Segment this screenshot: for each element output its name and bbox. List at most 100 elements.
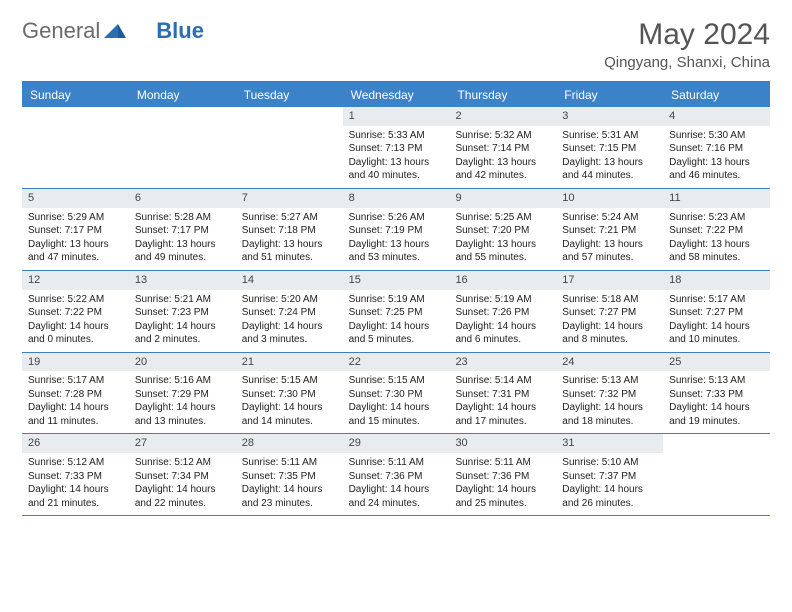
week-row: 26Sunrise: 5:12 AMSunset: 7:33 PMDayligh…: [22, 434, 770, 516]
daylight-line1: Daylight: 14 hours: [349, 401, 444, 415]
day-number: 26: [22, 434, 129, 453]
daylight-line1: Daylight: 14 hours: [349, 483, 444, 497]
calendar-cell: 25Sunrise: 5:13 AMSunset: 7:33 PMDayligh…: [663, 353, 770, 434]
sunrise-text: Sunrise: 5:10 AM: [562, 456, 657, 470]
calendar-cell: 10Sunrise: 5:24 AMSunset: 7:21 PMDayligh…: [556, 189, 663, 270]
daylight-line2: and 10 minutes.: [669, 333, 764, 347]
calendar: SundayMondayTuesdayWednesdayThursdayFrid…: [22, 81, 770, 516]
title-block: May 2024 Qingyang, Shanxi, China: [604, 18, 770, 71]
daylight-line1: Daylight: 14 hours: [135, 320, 230, 334]
calendar-cell: 28Sunrise: 5:11 AMSunset: 7:35 PMDayligh…: [236, 434, 343, 515]
day-number: 23: [449, 353, 556, 372]
calendar-cell: 2Sunrise: 5:32 AMSunset: 7:14 PMDaylight…: [449, 107, 556, 188]
calendar-cell: 11Sunrise: 5:23 AMSunset: 7:22 PMDayligh…: [663, 189, 770, 270]
daylight-line1: Daylight: 14 hours: [349, 320, 444, 334]
day-number: 5: [22, 189, 129, 208]
cell-text: Sunrise: 5:31 AMSunset: 7:15 PMDaylight:…: [556, 126, 663, 188]
sunset-text: Sunset: 7:35 PM: [242, 470, 337, 484]
day-number: 15: [343, 271, 450, 290]
daylight-line2: and 3 minutes.: [242, 333, 337, 347]
daylight-line1: Daylight: 13 hours: [455, 156, 550, 170]
sunset-text: Sunset: 7:22 PM: [669, 224, 764, 238]
cell-text: Sunrise: 5:11 AMSunset: 7:36 PMDaylight:…: [449, 453, 556, 515]
cell-text: Sunrise: 5:27 AMSunset: 7:18 PMDaylight:…: [236, 208, 343, 270]
sunset-text: Sunset: 7:17 PM: [28, 224, 123, 238]
daylight-line2: and 46 minutes.: [669, 169, 764, 183]
sunset-text: Sunset: 7:37 PM: [562, 470, 657, 484]
calendar-cell: 18Sunrise: 5:17 AMSunset: 7:27 PMDayligh…: [663, 271, 770, 352]
daylight-line1: Daylight: 14 hours: [669, 320, 764, 334]
calendar-cell: 4Sunrise: 5:30 AMSunset: 7:16 PMDaylight…: [663, 107, 770, 188]
calendar-cell: 29Sunrise: 5:11 AMSunset: 7:36 PMDayligh…: [343, 434, 450, 515]
sunrise-text: Sunrise: 5:12 AM: [28, 456, 123, 470]
week-row: 5Sunrise: 5:29 AMSunset: 7:17 PMDaylight…: [22, 189, 770, 271]
calendar-cell: 15Sunrise: 5:19 AMSunset: 7:25 PMDayligh…: [343, 271, 450, 352]
day-number: 7: [236, 189, 343, 208]
logo-text-blue: Blue: [156, 18, 204, 44]
cell-text: Sunrise: 5:10 AMSunset: 7:37 PMDaylight:…: [556, 453, 663, 515]
sunrise-text: Sunrise: 5:19 AM: [455, 293, 550, 307]
day-number: 8: [343, 189, 450, 208]
day-number: 12: [22, 271, 129, 290]
day-header: Sunday: [22, 83, 129, 107]
daylight-line2: and 0 minutes.: [28, 333, 123, 347]
calendar-cell: 9Sunrise: 5:25 AMSunset: 7:20 PMDaylight…: [449, 189, 556, 270]
calendar-cell: 26Sunrise: 5:12 AMSunset: 7:33 PMDayligh…: [22, 434, 129, 515]
calendar-cell: [22, 107, 129, 188]
daylight-line1: Daylight: 14 hours: [669, 401, 764, 415]
calendar-cell: 16Sunrise: 5:19 AMSunset: 7:26 PMDayligh…: [449, 271, 556, 352]
sunset-text: Sunset: 7:33 PM: [28, 470, 123, 484]
daylight-line1: Daylight: 13 hours: [669, 156, 764, 170]
cell-text: Sunrise: 5:13 AMSunset: 7:32 PMDaylight:…: [556, 371, 663, 433]
day-number: 9: [449, 189, 556, 208]
sunset-text: Sunset: 7:30 PM: [349, 388, 444, 402]
daylight-line1: Daylight: 14 hours: [455, 483, 550, 497]
cell-text: Sunrise: 5:17 AMSunset: 7:28 PMDaylight:…: [22, 371, 129, 433]
cell-text: Sunrise: 5:20 AMSunset: 7:24 PMDaylight:…: [236, 290, 343, 352]
daylight-line2: and 15 minutes.: [349, 415, 444, 429]
daylight-line2: and 57 minutes.: [562, 251, 657, 265]
day-header: Friday: [556, 83, 663, 107]
daylight-line1: Daylight: 13 hours: [562, 238, 657, 252]
calendar-cell: 1Sunrise: 5:33 AMSunset: 7:13 PMDaylight…: [343, 107, 450, 188]
sunrise-text: Sunrise: 5:12 AM: [135, 456, 230, 470]
sunset-text: Sunset: 7:24 PM: [242, 306, 337, 320]
cell-text: Sunrise: 5:26 AMSunset: 7:19 PMDaylight:…: [343, 208, 450, 270]
cell-text: Sunrise: 5:11 AMSunset: 7:36 PMDaylight:…: [343, 453, 450, 515]
daylight-line2: and 11 minutes.: [28, 415, 123, 429]
daylight-line1: Daylight: 13 hours: [455, 238, 550, 252]
calendar-cell: 12Sunrise: 5:22 AMSunset: 7:22 PMDayligh…: [22, 271, 129, 352]
sunrise-text: Sunrise: 5:13 AM: [562, 374, 657, 388]
sunrise-text: Sunrise: 5:20 AM: [242, 293, 337, 307]
sunrise-text: Sunrise: 5:16 AM: [135, 374, 230, 388]
daylight-line2: and 13 minutes.: [135, 415, 230, 429]
sunrise-text: Sunrise: 5:11 AM: [349, 456, 444, 470]
calendar-cell: 20Sunrise: 5:16 AMSunset: 7:29 PMDayligh…: [129, 353, 236, 434]
daylight-line2: and 58 minutes.: [669, 251, 764, 265]
sunset-text: Sunset: 7:15 PM: [562, 142, 657, 156]
day-number: 1: [343, 107, 450, 126]
day-number: 27: [129, 434, 236, 453]
sunset-text: Sunset: 7:30 PM: [242, 388, 337, 402]
daylight-line1: Daylight: 14 hours: [135, 483, 230, 497]
daylight-line1: Daylight: 14 hours: [28, 320, 123, 334]
daylight-line1: Daylight: 14 hours: [242, 320, 337, 334]
daylight-line2: and 40 minutes.: [349, 169, 444, 183]
daylight-line2: and 47 minutes.: [28, 251, 123, 265]
day-number: 2: [449, 107, 556, 126]
day-number: 14: [236, 271, 343, 290]
cell-text: Sunrise: 5:16 AMSunset: 7:29 PMDaylight:…: [129, 371, 236, 433]
sunrise-text: Sunrise: 5:28 AM: [135, 211, 230, 225]
daylight-line1: Daylight: 14 hours: [28, 401, 123, 415]
daylight-line2: and 21 minutes.: [28, 497, 123, 511]
daylight-line1: Daylight: 13 hours: [242, 238, 337, 252]
sunset-text: Sunset: 7:36 PM: [349, 470, 444, 484]
sunset-text: Sunset: 7:13 PM: [349, 142, 444, 156]
daylight-line2: and 14 minutes.: [242, 415, 337, 429]
sunrise-text: Sunrise: 5:32 AM: [455, 129, 550, 143]
day-number: 10: [556, 189, 663, 208]
day-number: 25: [663, 353, 770, 372]
calendar-cell: 19Sunrise: 5:17 AMSunset: 7:28 PMDayligh…: [22, 353, 129, 434]
sunset-text: Sunset: 7:33 PM: [669, 388, 764, 402]
weeks-container: 1Sunrise: 5:33 AMSunset: 7:13 PMDaylight…: [22, 107, 770, 516]
